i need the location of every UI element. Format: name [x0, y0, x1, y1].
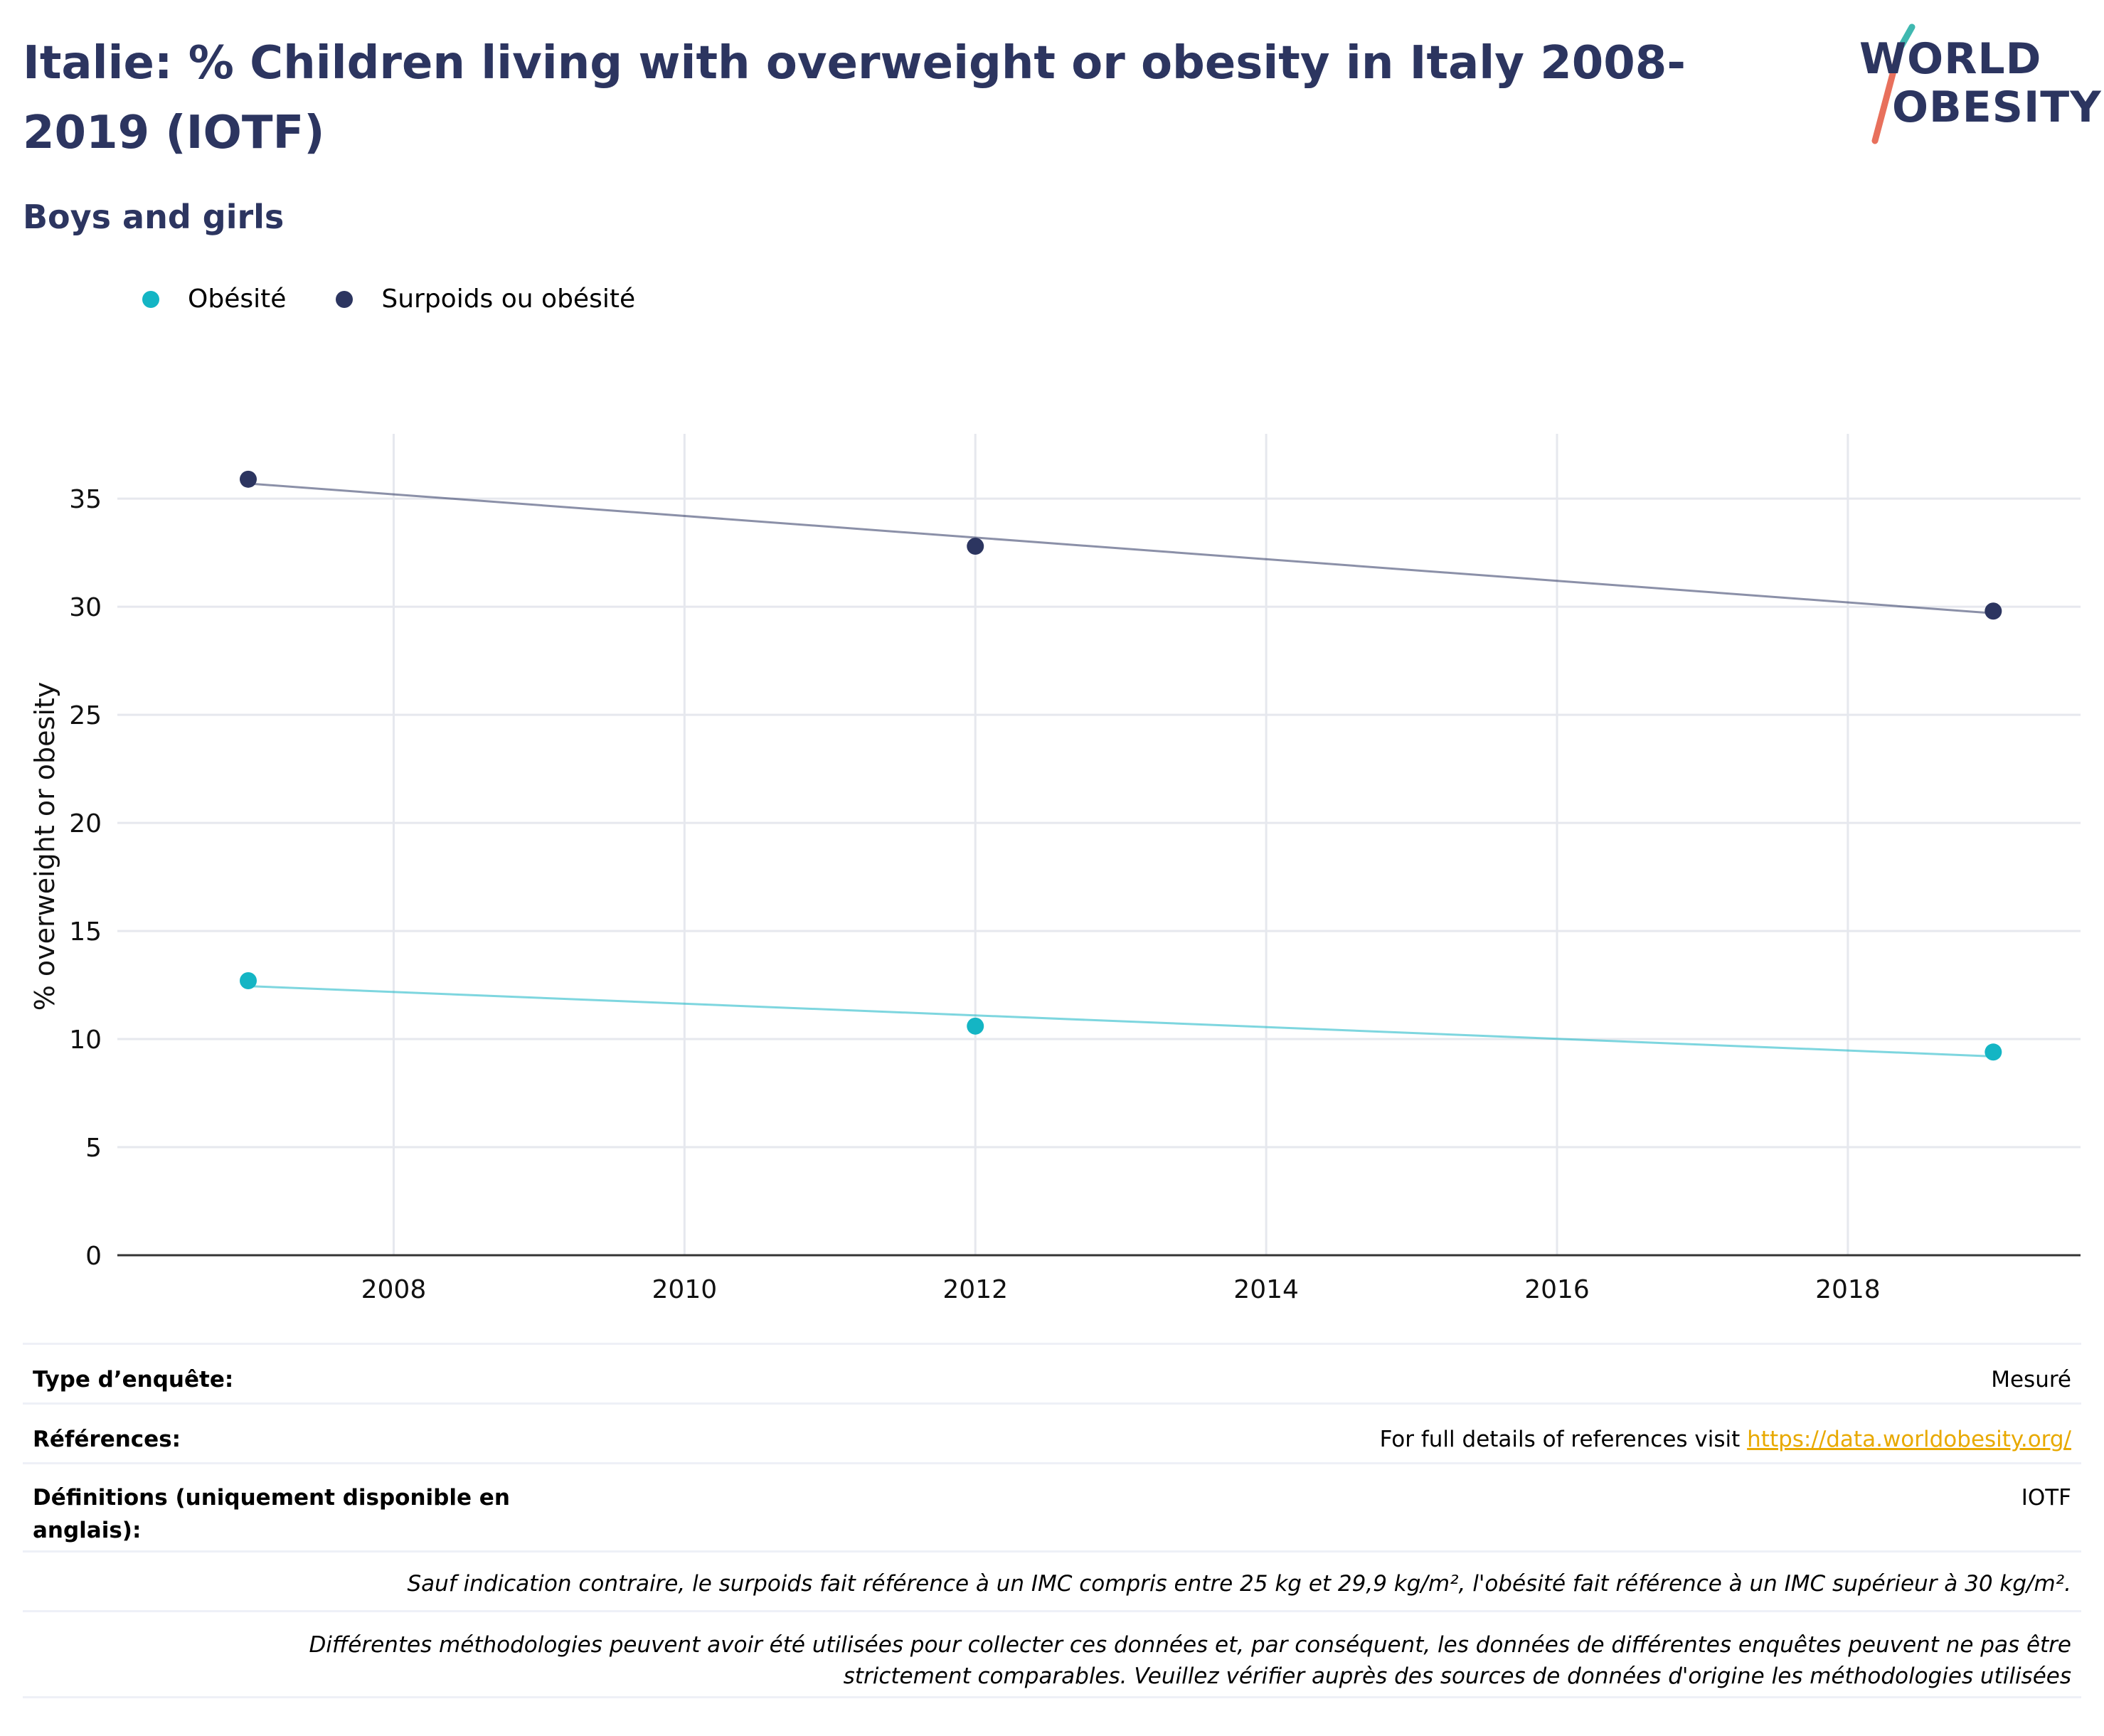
logo-text-obesity: OBESITY: [1892, 82, 2102, 132]
x-tick-label: 2010: [652, 1275, 718, 1304]
line-chart: 0 5 10 15 20 25 30 35 2008 2010 2012 2014 2016 2018 %…: [29, 434, 2081, 1304]
grid-lines: [117, 434, 2081, 1255]
x-tick-label: 2012: [942, 1275, 1008, 1304]
chart-subtitle: Boys and girls: [23, 198, 285, 236]
y-tick-label: 35: [69, 485, 102, 514]
x-tick-label: 2016: [1524, 1275, 1590, 1304]
survey-type-label: Type d’enquête:: [33, 1367, 234, 1392]
y-tick-label: 15: [69, 917, 102, 947]
legend-item-overweight[interactable]: Surpoids ou obésité: [336, 284, 635, 314]
references-text: For full details of references visit: [1379, 1427, 1748, 1452]
y-tick-label: 5: [85, 1134, 102, 1163]
legend-label-overweight: Surpoids ou obésité: [381, 284, 636, 314]
x-tick-label: 2008: [361, 1275, 427, 1304]
data-point-series-0: [1985, 1043, 2002, 1061]
logo-text-world: WORLD: [1859, 34, 2042, 84]
world-obesity-logo: WORLD OBESITY: [1856, 21, 2101, 149]
x-tick-label: 2014: [1233, 1275, 1299, 1304]
chart-title: Italie: % Children living with overweigh…: [23, 37, 1686, 159]
references-label: Références:: [33, 1427, 181, 1452]
survey-type-value: Mesuré: [1991, 1367, 2071, 1392]
y-tick-label: 25: [69, 701, 102, 730]
y-tick-label: 0: [85, 1242, 102, 1271]
data-point-series-1: [240, 470, 257, 488]
data-point-series-0: [967, 1017, 984, 1035]
info-row-survey-type: Type d’enquête: Mesuré: [23, 1343, 2081, 1402]
definitions-label: Définitions (uniquement disponible en an…: [33, 1485, 510, 1543]
data-marks: [240, 470, 2002, 1061]
definitions-value: IOTF: [2021, 1485, 2071, 1511]
legend-marker-obesity: [142, 290, 159, 308]
y-tick-label: 10: [69, 1026, 102, 1055]
axes: 0 5 10 15 20 25 30 35 2008 2010 2012 2014 2016 2018: [69, 485, 2081, 1304]
x-tick-label: 2018: [1815, 1275, 1881, 1304]
logo-slash-icon: [1871, 23, 1916, 144]
trend-line-series-0: [248, 985, 1994, 1058]
info-row-definitions: Définitions (uniquement disponible en an…: [23, 1462, 2081, 1550]
info-row-bmi-note: Sauf indication contraire, le surpoids f…: [23, 1550, 2081, 1610]
y-tick-label: 20: [69, 809, 102, 838]
legend-marker-overweight: [336, 290, 354, 308]
trend-line-series-1: [248, 482, 1994, 614]
references-value: For full details of references visit htt…: [1380, 1423, 2071, 1456]
legend-label-obesity: Obésité: [188, 284, 287, 314]
info-row-references: Références: For full details of referenc…: [23, 1402, 2081, 1462]
data-point-series-1: [967, 538, 984, 555]
y-axis-label: % overweight or obesity: [29, 682, 60, 1011]
y-tick-label: 30: [69, 593, 102, 622]
data-point-series-1: [1985, 602, 2002, 620]
bmi-note: Sauf indication contraire, le surpoids f…: [407, 1571, 2071, 1597]
info-row-methods-note: Différentes méthodologies peuvent avoir …: [23, 1610, 2081, 1698]
legend-item-obesity[interactable]: Obésité: [142, 284, 286, 314]
references-link[interactable]: https://data.worldobesity.org/: [1747, 1427, 2071, 1452]
chart-legend: Obésité Surpoids ou obésité: [142, 284, 685, 314]
info-table: Type d’enquête: Mesuré Références: For f…: [23, 1343, 2081, 1698]
methods-note: Différentes méthodologies peuvent avoir …: [309, 1632, 2071, 1689]
data-point-series-0: [240, 971, 257, 989]
